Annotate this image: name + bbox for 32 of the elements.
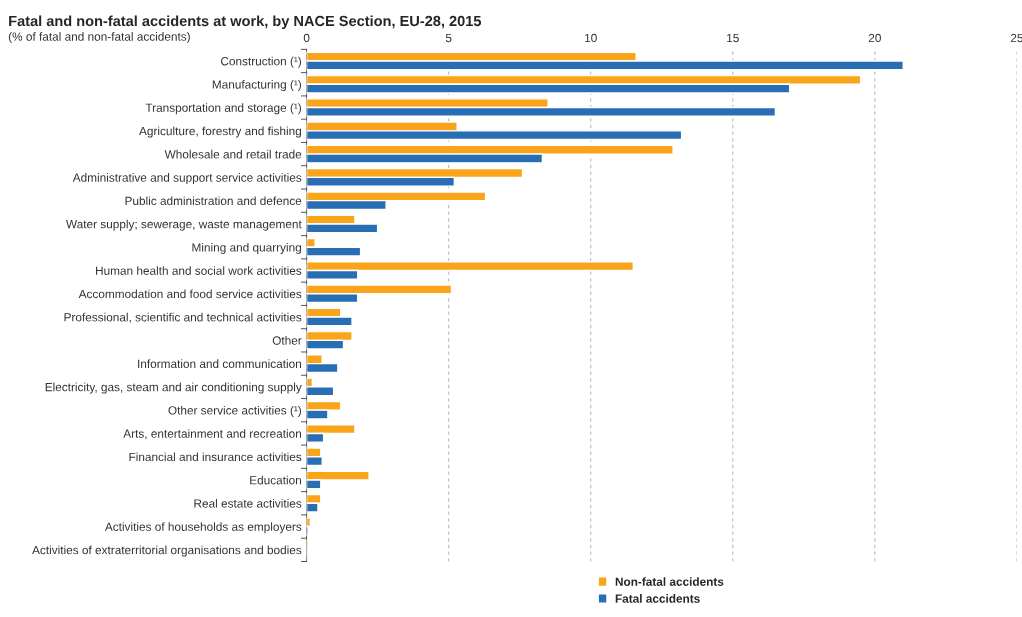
y-tick-label: Human health and social work activities — [96, 266, 302, 275]
x-tick-label: 25 — [1010, 33, 1022, 43]
y-tick-label: Construction (¹) — [221, 56, 302, 68]
x-tick-label: 10 — [585, 33, 597, 43]
y-tick-label: Wholesale and retail trade — [164, 149, 302, 159]
y-tick-label: Information and communication — [138, 359, 301, 368]
x-tick-label: 0 — [303, 33, 310, 43]
x-tick-label: 15 — [727, 33, 739, 43]
x-tick-label: 20 — [868, 33, 881, 43]
chart-title: Fatal and non-fatal accidents at work, by NACE Section, EU-28, 2015 — [9, 15, 482, 30]
y-tick-label: Financial and insurance activities — [129, 452, 302, 462]
y-tick-label: Public administration and defence — [125, 196, 302, 206]
y-tick-label: Administrative and support service activities — [72, 173, 302, 185]
y-tick-label: Other — [272, 336, 302, 345]
y-tick-label: Agriculture, forestry and fishing — [139, 126, 301, 138]
y-tick-label: Water supply; sewerage, waste management — [66, 219, 302, 231]
legend-label: Non-fatal accidents — [615, 577, 724, 586]
y-tick-label: Activities of households as employers — [104, 522, 302, 534]
y-tick-label: Activities of extraterritorial organisations and bodies — [32, 545, 302, 557]
y-tick-label: Other service activities (¹) — [168, 405, 302, 417]
y-tick-label: Accommodation and food service activities — [78, 289, 302, 299]
y-tick-label: Manufacturing (¹) — [212, 80, 302, 91]
y-tick-label: Mining and quarrying — [192, 242, 301, 254]
text: (% of fatal and non-fatal accidents) — [8, 32, 190, 44]
legend-label: Fatal accidents — [615, 594, 700, 603]
x-tick-label: 5 — [445, 33, 452, 43]
y-tick-label: Arts, entertainment and recreation — [123, 429, 301, 440]
y-tick-label: Electricity, gas, steam and air conditioning supply — [45, 382, 302, 394]
y-tick-label: Real estate activities — [194, 499, 302, 508]
y-tick-label: Professional, scientific and technical activities — [64, 312, 302, 323]
y-tick-label: Education — [250, 475, 301, 485]
y-tick-label: Transportation and storage (¹) — [145, 103, 302, 115]
